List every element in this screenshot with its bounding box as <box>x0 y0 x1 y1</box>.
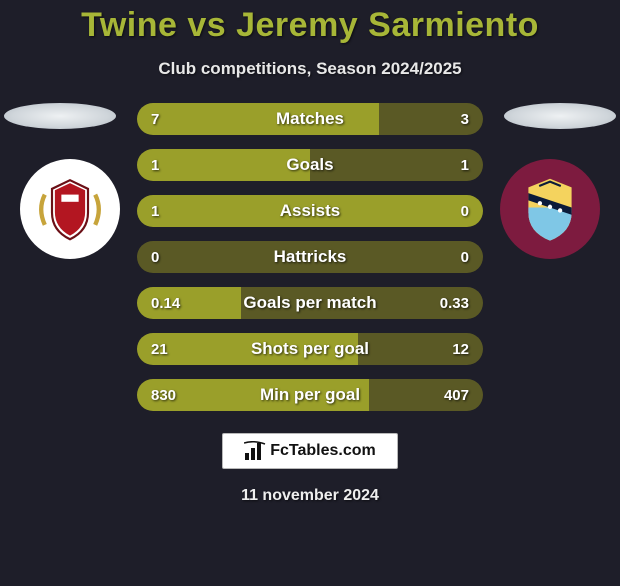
stat-seg-left <box>137 103 379 135</box>
stat-seg-left <box>137 195 483 227</box>
stat-bars: Matches73 Goals11 Assists10 Hattricks00 Goal… <box>137 103 483 411</box>
brand-badge: FcTables.com <box>222 433 398 469</box>
stat-seg-right <box>379 103 483 135</box>
club-crest-right <box>500 159 600 259</box>
stat-seg-right <box>310 149 483 181</box>
stat-row: Shots per goal2112 <box>137 333 483 365</box>
stat-seg-right <box>137 241 483 273</box>
footer-date: 11 november 2024 <box>0 487 620 505</box>
bar-chart-icon <box>244 441 266 461</box>
stat-seg-left <box>137 379 369 411</box>
stat-seg-right <box>241 287 483 319</box>
stat-seg-right <box>358 333 483 365</box>
stat-row: Matches73 <box>137 103 483 135</box>
stat-row: Goals per match0.140.33 <box>137 287 483 319</box>
brand-text: FcTables.com <box>270 442 376 460</box>
stat-row: Goals11 <box>137 149 483 181</box>
player-ellipse-left <box>4 103 116 129</box>
subtitle: Club competitions, Season 2024/2025 <box>0 59 620 79</box>
stat-seg-left <box>137 149 310 181</box>
player-ellipse-right <box>504 103 616 129</box>
comparison-content: Matches73 Goals11 Assists10 Hattricks00 Goal… <box>0 103 620 411</box>
stat-row: Assists10 <box>137 195 483 227</box>
crest-left-icon <box>34 173 106 245</box>
stat-seg-right <box>369 379 483 411</box>
stat-seg-left <box>137 287 241 319</box>
stat-seg-left <box>137 333 358 365</box>
club-crest-left <box>20 159 120 259</box>
page-title: Twine vs Jeremy Sarmiento <box>0 6 620 45</box>
stat-row: Min per goal830407 <box>137 379 483 411</box>
stat-row: Hattricks00 <box>137 241 483 273</box>
crest-right-icon <box>514 173 586 245</box>
